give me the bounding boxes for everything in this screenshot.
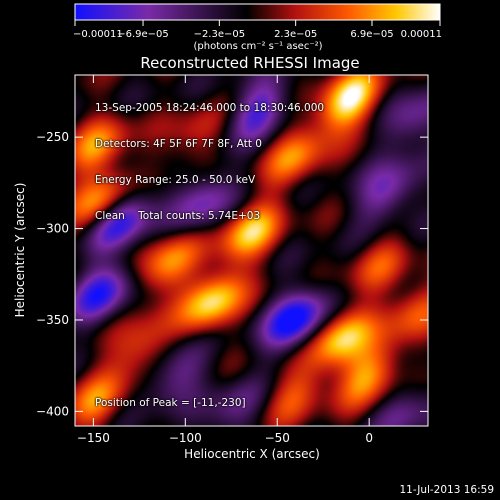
footer-date: 11-Jul-2013 16:59 xyxy=(399,484,494,496)
x-axis-label: Heliocentric X (arcsec) xyxy=(184,447,320,461)
heatmap-plot-area xyxy=(74,74,429,427)
info-energy-range: Energy Range: 25.0 - 50.0 keV xyxy=(95,174,256,186)
heatmap-image xyxy=(75,75,428,426)
x-tick-label: −100 xyxy=(169,431,202,445)
chart-title: Reconstructed RHESSI Image xyxy=(140,54,359,72)
info-detectors: Detectors: 4F 5F 6F 7F 8F, Att 0 xyxy=(95,138,262,150)
colorbar-tick-label: 0.00011 xyxy=(401,29,442,40)
colorbar-tick-label: −2.3e−05 xyxy=(194,29,246,40)
peak-position-label: Position of Peak = [-11,-230] xyxy=(95,397,246,409)
colorbar-tick-label: 6.9e−05 xyxy=(350,29,393,40)
x-tick-label: −150 xyxy=(77,431,110,445)
x-tick-label: −50 xyxy=(265,431,290,445)
y-tick-label: −350 xyxy=(36,313,69,327)
y-axis-label: Heliocentric Y (arcsec) xyxy=(13,183,27,318)
info-time-range: 13-Sep-2005 18:24:46.000 to 18:30:46.000 xyxy=(95,102,325,114)
y-tick-label: −250 xyxy=(36,130,69,144)
colorbar xyxy=(74,3,441,21)
axis-ticks: −150 −100 −50 0 −400 −350 −300 −250 xyxy=(36,75,428,445)
colorbar-units: (photons cm⁻² s⁻¹ asec⁻²) xyxy=(193,41,322,52)
colorbar-tick-label: −0.00011 xyxy=(73,29,123,40)
colorbar-tick-label: 2.3e−05 xyxy=(274,29,317,40)
observation-info: 13-Sep-2005 18:24:46.000 to 18:30:46.000… xyxy=(95,78,324,234)
y-tick-label: −400 xyxy=(36,404,69,418)
plot-frame xyxy=(74,74,429,427)
y-tick-label: −300 xyxy=(36,222,69,236)
colorbar-tick-label: −6.9e−05 xyxy=(117,29,169,40)
info-clean-counts: Clean Total counts: 5.74E+03 xyxy=(95,210,261,222)
x-tick-label: 0 xyxy=(365,431,373,445)
colorbar-ticks: −0.00011−6.9e−05 −2.3e−05 2.3e−05 6.9e−05 0.… xyxy=(73,20,442,40)
